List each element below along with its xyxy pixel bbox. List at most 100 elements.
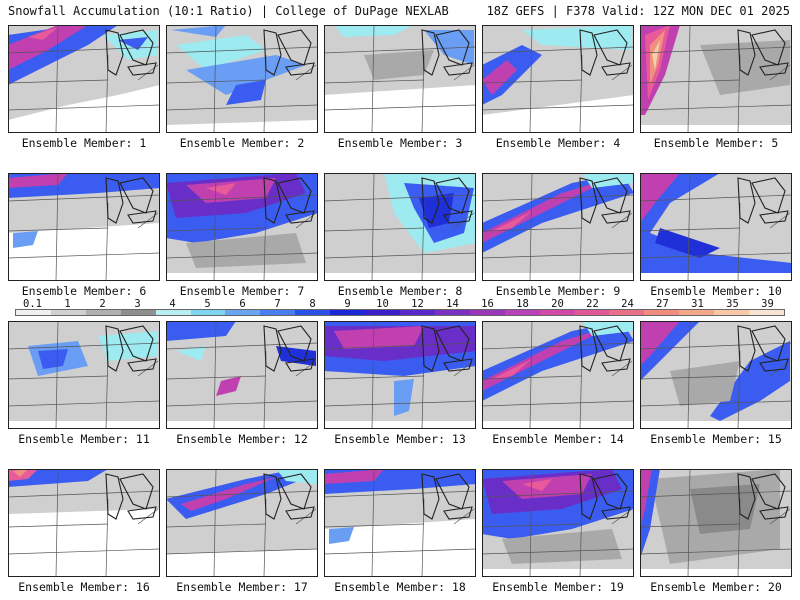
colorbar-scale	[15, 309, 785, 316]
snowfall-contour	[482, 321, 634, 401]
colorbar-label: 1	[64, 298, 71, 310]
snowfall-contour	[118, 37, 148, 50]
ensemble-panel: Ensemble Member: 3	[324, 25, 476, 153]
snowfall-contour	[492, 359, 532, 379]
colorbar-label: 35	[726, 298, 739, 310]
colorbar-label: 24	[621, 298, 634, 310]
snowfall-contour	[8, 25, 88, 70]
ensemble-panel: Ensemble Member: 5	[640, 25, 792, 153]
snowfall-map	[166, 173, 318, 281]
snowfall-map	[482, 173, 634, 281]
snowfall-contour	[482, 326, 612, 391]
colorbar-swatch	[574, 310, 610, 315]
colorbar-label: 3	[134, 298, 141, 310]
snowfall-contour	[171, 25, 226, 37]
ensemble-member-label: Ensemble Member: 14	[492, 432, 624, 446]
ensemble-member-label: Ensemble Member: 2	[179, 136, 305, 150]
ensemble-panel: Ensemble Member: 19	[482, 469, 634, 597]
snowfall-contour	[640, 321, 680, 366]
colorbar-label: 39	[761, 298, 774, 310]
snowfall-map	[8, 469, 160, 577]
snowfall-contour	[226, 80, 266, 105]
ensemble-member-label: Ensemble Member: 3	[337, 136, 463, 150]
colorbar-swatch	[399, 310, 435, 315]
ensemble-member-label: Ensemble Member: 7	[179, 284, 305, 298]
snowfall-contour	[206, 183, 236, 195]
colorbar-swatch	[50, 310, 86, 315]
ensemble-panel: Ensemble Member: 17	[166, 469, 318, 597]
snowfall-contour	[13, 231, 38, 248]
snowfall-contour	[276, 346, 316, 366]
snowfall-contour	[522, 25, 632, 50]
snowfall-map	[166, 321, 318, 429]
snowfall-contour	[482, 60, 517, 95]
snowfall-contour	[176, 346, 206, 361]
ensemble-member-label: Ensemble Member: 18	[334, 580, 466, 594]
ensemble-panel: Ensemble Member: 18	[324, 469, 476, 597]
snowfall-map	[324, 321, 476, 429]
ensemble-member-label: Ensemble Member: 17	[176, 580, 308, 594]
ensemble-panel: Ensemble Member: 6	[8, 173, 160, 301]
colorbar-swatch	[749, 310, 784, 315]
colorbar-swatch	[85, 310, 121, 315]
colorbar-label: 20	[551, 298, 564, 310]
snowfall-contour	[492, 211, 532, 231]
colorbar-swatch	[260, 310, 296, 315]
snowfall-map	[8, 173, 160, 281]
ensemble-panel: Ensemble Member: 9	[482, 173, 634, 301]
snowfall-map	[640, 469, 792, 577]
snowfall-contour	[640, 173, 680, 223]
colorbar-swatch	[609, 310, 645, 315]
snowfall-contour	[186, 178, 276, 203]
snowfall-contour	[13, 469, 28, 477]
ensemble-member-label: Ensemble Member: 5	[653, 136, 779, 150]
ensemble-member-label: Ensemble Member: 19	[492, 580, 624, 594]
ensemble-panel: Ensemble Member: 11	[8, 321, 160, 449]
ensemble-panel: Ensemble Member: 7	[166, 173, 318, 301]
colorbar-label: 0.1	[23, 298, 42, 310]
colorbar-swatch	[225, 310, 261, 315]
ensemble-panel: Ensemble Member: 20	[640, 469, 792, 597]
colorbar-label: 6	[239, 298, 246, 310]
colorbar-swatch	[539, 310, 575, 315]
snowfall-contour	[216, 376, 241, 396]
ensemble-member-label: Ensemble Member: 8	[337, 284, 463, 298]
snowfall-contour	[652, 40, 660, 70]
snowfall-map	[640, 25, 792, 133]
colorbar-label: 22	[586, 298, 599, 310]
snowfall-map	[166, 469, 318, 577]
ensemble-member-label: Ensemble Member: 15	[650, 432, 782, 446]
snowfall-contour	[394, 379, 414, 416]
colorbar-swatch	[504, 310, 540, 315]
colorbar-label: 7	[274, 298, 281, 310]
ensemble-member-label: Ensemble Member: 20	[650, 580, 782, 594]
colorbar-label: 5	[204, 298, 211, 310]
colorbar-label: 31	[691, 298, 704, 310]
colorbar-swatch	[469, 310, 505, 315]
snowfall-contour	[502, 529, 622, 564]
ensemble-member-label: Ensemble Member: 13	[334, 432, 466, 446]
snowfall-contour	[522, 479, 552, 491]
snowfall-colorbar: 0.1 1 2 3 4 5 6 7 8 9 10 12 14 16 18 20 22 24 27 31 35 39	[15, 299, 785, 317]
snowfall-contour	[181, 477, 276, 511]
snowfall-map	[482, 25, 634, 133]
ensemble-panel: Ensemble Member: 16	[8, 469, 160, 597]
colorbar-label: 8	[309, 298, 316, 310]
snowfall-map	[8, 321, 160, 429]
snowfall-contour	[186, 55, 306, 95]
colorbar-swatch	[434, 310, 470, 315]
colorbar-label: 2	[99, 298, 106, 310]
ensemble-panel: Ensemble Member: 2	[166, 25, 318, 153]
colorbar-label: 27	[656, 298, 669, 310]
snowfall-contour	[650, 30, 665, 85]
colorbar-swatch	[679, 310, 715, 315]
snowfall-contour	[38, 349, 68, 369]
snowfall-contour	[364, 50, 434, 80]
ensemble-panel: Ensemble Member: 10	[640, 173, 792, 301]
snowfall-map	[324, 25, 476, 133]
ensemble-panel: Ensemble Member: 14	[482, 321, 634, 449]
snowfall-map	[482, 321, 634, 429]
colorbar-label: 16	[481, 298, 494, 310]
snowfall-map	[640, 173, 792, 281]
colorbar-swatch	[330, 310, 366, 315]
